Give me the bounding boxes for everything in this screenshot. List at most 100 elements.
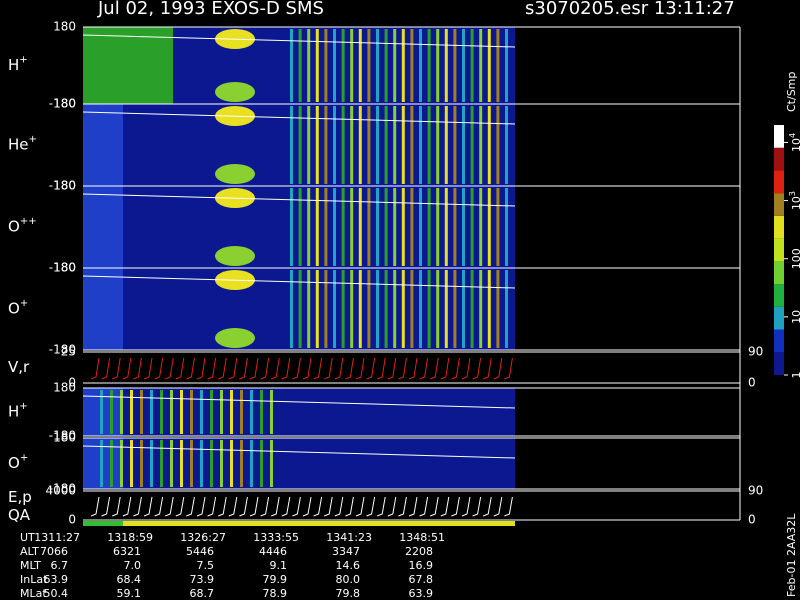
panel-label: E,p [8, 488, 32, 506]
trace [493, 496, 503, 517]
trace [366, 496, 376, 517]
spectrogram-stripe [401, 270, 405, 348]
spectrogram-blob [215, 82, 255, 102]
spectrogram-stripe [140, 440, 143, 487]
spectrogram-stripe [240, 390, 243, 434]
spectrogram-stripe [487, 188, 491, 266]
quality-bar [83, 521, 123, 526]
spectrogram-stripe [100, 390, 103, 434]
spectrogram-stripe [200, 440, 203, 487]
y-tick-label: -180 [49, 343, 76, 357]
spectrogram-stripe [341, 188, 345, 266]
spectrogram-stripe [350, 270, 354, 348]
y-tick-label: 180 [53, 179, 76, 193]
panel-label: He+ [8, 134, 37, 154]
spectrogram-stripe [120, 390, 123, 434]
cell: 1318:59 [107, 531, 153, 544]
trace [324, 357, 333, 380]
spectrogram-stripe [470, 29, 474, 102]
spectrogram-stripe [140, 390, 143, 434]
spectrogram-stripe [427, 270, 431, 348]
spectrogram-stripe [210, 390, 213, 434]
colorbar-cell [774, 215, 784, 239]
spectrogram-stripe [120, 440, 123, 487]
spectrogram-stripe [350, 106, 354, 184]
spectrogram-stripe [290, 188, 293, 266]
spectrogram-stripe [462, 188, 465, 266]
spectrogram-stripe [505, 270, 508, 348]
trace [239, 357, 248, 380]
row-label: MLT [20, 559, 41, 572]
spectrogram-stripe [307, 270, 311, 348]
trace [154, 357, 164, 380]
cell: 50.4 [44, 587, 69, 600]
spectrogram-stripe [298, 188, 302, 266]
trace [292, 357, 301, 380]
spectrogram-stripe [479, 106, 483, 184]
spectrogram-stripe [333, 270, 336, 348]
chart-title: Jul 02, 1993 EXOS-D SMS [97, 0, 324, 19]
panel-label-sup: + [19, 401, 27, 412]
spectrogram-stripe [290, 29, 293, 102]
spectrogram-stripe [260, 440, 263, 487]
spectrogram-stripe [427, 106, 431, 184]
trace [271, 357, 280, 380]
spectrogram-stripe [307, 106, 311, 184]
spectrogram-stripe [333, 106, 336, 184]
trace [260, 496, 270, 517]
spectrogram-stripe [367, 29, 371, 102]
trace [228, 357, 238, 380]
spectrogram-stripe [367, 106, 371, 184]
spectrogram-stripe [496, 270, 500, 348]
cell: 1311:27 [34, 531, 80, 544]
spectrogram-stripe [401, 188, 405, 266]
trace [271, 496, 280, 517]
y-tick-label: -180 [49, 97, 76, 111]
row-label: MLat [20, 587, 47, 600]
spectrogram-stripe [250, 440, 253, 487]
spectrogram-stripe [270, 440, 273, 487]
spectrogram-stripe [479, 270, 483, 348]
spectrogram-stripe [410, 270, 414, 348]
y-tick-label: 180 [53, 20, 76, 34]
trace [398, 357, 407, 380]
cell: 4446 [259, 545, 287, 558]
cell: 79.9 [263, 573, 288, 586]
spectrogram-stripe [419, 106, 422, 184]
spectrogram-stripe [444, 29, 448, 102]
y-tick-label: 0 [68, 513, 76, 527]
trace [249, 357, 259, 380]
spectrogram-stripe [170, 440, 173, 487]
spectrogram-stripe [358, 270, 362, 348]
colorbar-tick-sup: 3 [788, 191, 797, 196]
trace [345, 496, 354, 517]
trace [165, 496, 174, 517]
trace [345, 357, 354, 380]
trace [408, 357, 418, 380]
trace [504, 357, 513, 380]
cell: 1333:55 [253, 531, 299, 544]
trace [324, 496, 333, 517]
colorbar-tick-label: 103 [788, 191, 800, 210]
y-tick-label: -180 [49, 179, 76, 193]
colorbar-cell [774, 352, 784, 375]
colorbar-tick-label: 100 [790, 248, 800, 269]
spectrogram-stripe [307, 29, 311, 102]
spectrogram-stripe [190, 440, 193, 487]
cell: 5446 [186, 545, 214, 558]
spectrogram-stripe [436, 106, 440, 184]
trace [165, 357, 174, 380]
spectrogram-stripe [298, 270, 302, 348]
spectrogram-bg [83, 388, 515, 436]
cell: 73.9 [190, 573, 215, 586]
spectrogram-stripe [384, 29, 388, 102]
trace [175, 357, 185, 380]
trace [260, 357, 270, 380]
spectrogram-stripe [150, 390, 153, 434]
cell: 63.9 [44, 573, 69, 586]
spectrogram-stripe [240, 440, 243, 487]
spectrogram-stripe [324, 270, 328, 348]
trace [239, 496, 248, 517]
spectrogram-stripe [220, 390, 223, 434]
